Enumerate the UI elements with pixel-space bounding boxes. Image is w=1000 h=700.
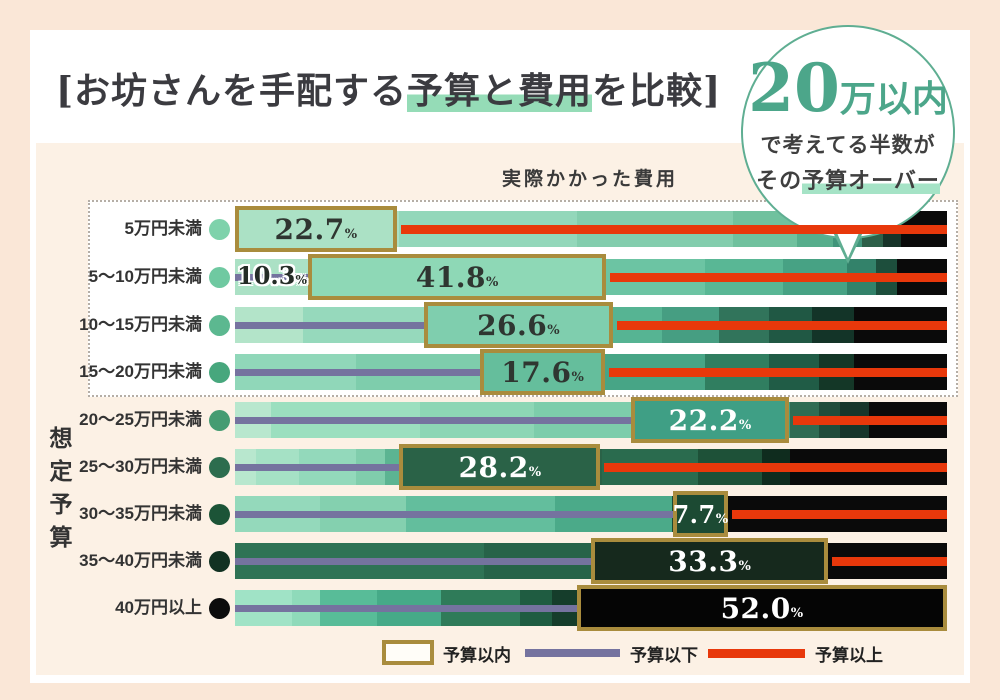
row-bullet-icon [209,409,230,431]
row-label: 15〜20万円未満 [79,362,202,381]
within-budget-box: 22.7% [235,206,397,252]
callout-badge: 20万以内 で考えてる半数が その予算オーバー [741,25,955,239]
percent-sign: % [547,322,560,338]
row-bullet-icon [209,314,230,336]
within-budget-value: 22.2 [668,403,739,437]
row-label: 30〜35万円未満 [79,504,202,523]
row-label: 20〜25万円未満 [79,410,202,429]
over-budget-line [609,272,947,282]
within-budget-box: 52.0% [576,585,947,631]
below-budget-value: 10.3% [237,261,307,290]
over-budget-line [731,509,947,519]
chart-row: 30〜35万円未満 7.7% [0,491,1000,537]
row-label: 10〜15万円未満 [79,315,202,334]
title-highlight: 予算と費用 [407,70,593,112]
below-budget-line [235,463,400,471]
percent-sign: % [486,274,499,290]
title-post: を比較] [592,70,722,112]
row-bullet-icon [209,550,230,572]
badge-line3-pre: その [756,168,803,194]
badge-number: 20 [748,49,840,127]
chart-row: 25〜30万円未満 28.2% [0,444,1000,490]
chart-row: 10〜15万円未満 26.6% [0,302,1000,348]
below-budget-line [235,368,480,376]
row-bullet-icon [209,218,230,240]
legend-within-label: 予算以内 [443,646,511,665]
within-budget-value: 22.7 [274,212,345,246]
title-pre: [お坊さんを手配する [56,70,408,112]
percent-sign: % [715,511,729,527]
page-title: [お坊さんを手配する予算と費用を比較] [56,62,721,114]
row-bullet-icon [209,456,230,478]
row-label: 5〜10万円未満 [88,267,202,286]
within-budget-box: 26.6% [423,302,614,348]
y-axis-char: 想 [49,425,73,451]
below-budget-line [235,273,309,281]
badge-unit: 万以内 [839,78,948,120]
row-bullet-icon [209,361,230,383]
percent-sign: % [528,464,542,480]
chart-row: 5〜10万円未満 41.8% 10.3% [0,254,1000,300]
chart-row: 20〜25万円未満 22.2% [0,397,1000,443]
within-budget-value: 17.6 [501,355,572,389]
legend-within-swatch [382,640,434,665]
over-budget-line [617,320,947,330]
badge-line2: で考えてる半数が [760,132,936,157]
row-label: 40万円以上 [115,598,202,617]
below-budget-line [235,510,673,518]
legend-over-swatch [708,648,805,658]
within-budget-box: 7.7% [672,491,729,537]
percent-sign: % [344,226,358,242]
row-bullet-icon [209,597,230,619]
over-budget-line [400,224,947,234]
within-budget-value: 41.8 [415,260,487,294]
chart-row: 15〜20万円未満 17.6% [0,349,1000,395]
percent-sign: % [790,605,804,621]
row-label: 25〜30万円未満 [79,457,202,476]
y-axis-char: 定 [49,458,73,484]
over-budget-line [792,415,947,425]
over-budget-line [604,462,947,472]
below-budget-line [235,557,591,565]
below-budget-line [235,321,424,329]
within-budget-box: 41.8% [308,254,606,300]
badge-headline: 20万以内 [743,55,953,121]
within-budget-box: 28.2% [399,444,601,490]
badge-line3: その予算オーバー [743,163,953,195]
row-label: 5万円未満 [124,219,202,238]
row-label: 35〜40万円未満 [79,551,202,570]
within-budget-value: 28.2 [458,450,529,484]
over-budget-line [832,556,947,566]
legend-below-swatch [525,649,620,657]
actual-cost-header: 実際かかった費用 [501,169,678,190]
percent-sign: % [738,558,751,574]
chart-row: 35〜40万円未満 33.3% [0,538,1000,584]
y-axis-char: 予 [49,491,73,517]
within-budget-value: 26.6 [477,308,548,342]
within-budget-box: 33.3% [591,538,829,584]
row-bullet-icon [209,266,230,288]
within-budget-value: 52.0 [720,591,791,625]
chart-row: 40万円以上 52.0% [0,585,1000,631]
row-bullet-icon [209,503,230,525]
percent-sign: % [571,369,584,385]
y-axis-char: 算 [49,524,73,550]
y-axis-title: 想 定 予 算 [46,422,76,554]
within-budget-box: 17.6% [479,349,606,395]
within-budget-value: 33.3 [668,544,739,578]
percent-sign: % [738,417,752,433]
badge-line3-highlight: 予算オーバー [802,168,940,194]
within-budget-value: 7.7 [672,499,716,529]
over-budget-line [609,367,947,377]
within-budget-box: 22.2% [630,397,789,443]
legend: 予算以内 予算以下 予算以上 [0,634,1000,670]
legend-below-label: 予算以下 [630,646,698,665]
legend-over-label: 予算以上 [815,646,883,665]
below-budget-line [235,604,577,612]
below-budget-line [235,416,631,424]
